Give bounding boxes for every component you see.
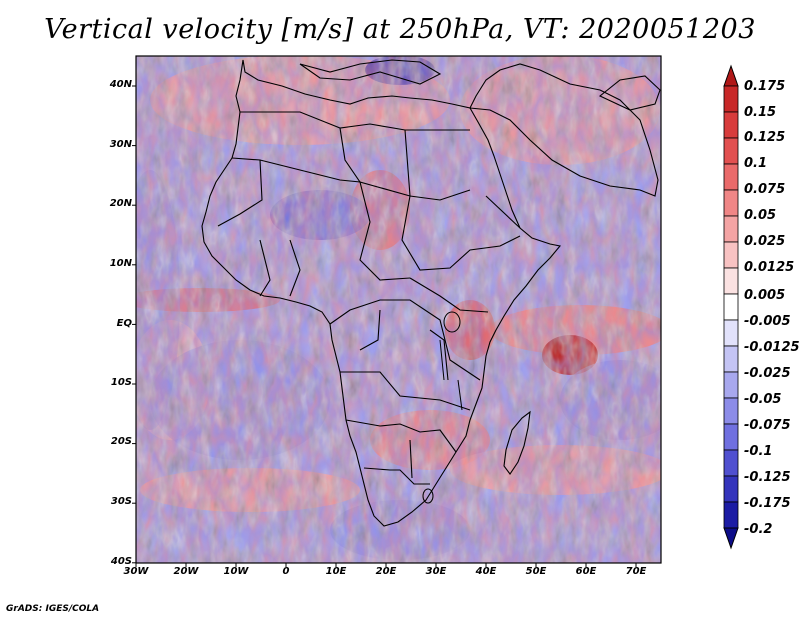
- colorbar-label: 0.1: [744, 156, 768, 171]
- colorbar-swatch: [723, 189, 739, 217]
- lat-label: 10N: [109, 258, 132, 269]
- lon-label: 0: [282, 566, 290, 577]
- colorbar-swatch: [723, 241, 739, 269]
- lon-label: 20W: [173, 566, 199, 577]
- credit-text: GrADS: IGES/COLA: [6, 604, 100, 614]
- colorbar-label: 0.15: [744, 105, 777, 120]
- colorbar-swatch: [723, 215, 739, 243]
- colorbar-label: 0.05: [744, 208, 777, 223]
- colorbar-label: 0.075: [744, 182, 786, 197]
- colorbar-label: 0.025: [744, 234, 786, 249]
- colorbar-label: 0.125: [744, 130, 786, 145]
- colorbar-label: -0.005: [744, 314, 791, 329]
- colorbar: [723, 64, 739, 550]
- lat-label: 20S: [110, 436, 132, 447]
- colorbar-label: 0.005: [744, 288, 786, 303]
- colorbar-swatch: [723, 397, 739, 425]
- great-lakes: [422, 311, 463, 504]
- axis-ticks: [132, 85, 637, 567]
- lon-label: 20E: [375, 566, 397, 577]
- lon-label: 60E: [575, 566, 597, 577]
- lon-label: 50E: [525, 566, 547, 577]
- africa-coastline: [201, 59, 661, 527]
- lat-label: 20N: [109, 198, 132, 209]
- colorbar-bottom-arrow: [723, 527, 739, 550]
- colorbar-swatch: [723, 475, 739, 503]
- lon-label: 10W: [223, 566, 249, 577]
- colorbar-label: -0.0125: [744, 340, 800, 355]
- colorbar-label: -0.05: [744, 392, 782, 407]
- colorbar-swatch: [723, 137, 739, 165]
- colorbar-swatch: [723, 111, 739, 139]
- colorbar-swatch: [723, 267, 739, 295]
- lon-label: 30W: [123, 566, 149, 577]
- lat-label: 10S: [110, 377, 132, 388]
- lon-label: 30E: [425, 566, 447, 577]
- lon-label: 40E: [475, 566, 497, 577]
- colorbar-swatch: [723, 371, 739, 399]
- colorbar-swatch: [723, 345, 739, 373]
- lat-label: EQ: [116, 318, 132, 329]
- colorbar-swatch: [723, 449, 739, 477]
- colorbar-swatch: [723, 85, 739, 113]
- lat-label: 40N: [109, 79, 132, 90]
- velocity-field: [136, 56, 661, 563]
- colorbar-label: -0.025: [744, 366, 791, 381]
- colorbar-label: -0.1: [744, 444, 773, 459]
- colorbar-label: 0.175: [744, 79, 786, 94]
- colorbar-swatch: [723, 163, 739, 191]
- colorbar-swatch: [723, 423, 739, 451]
- map-title: Vertical velocity [m/s] at 250hPa, VT: 2…: [44, 14, 756, 45]
- lat-label: 30N: [109, 139, 132, 150]
- colorbar-label: -0.2: [744, 522, 773, 537]
- lon-label: 10E: [325, 566, 347, 577]
- lon-label: 70E: [625, 566, 647, 577]
- lat-label: 40S: [110, 556, 132, 567]
- colorbar-swatch: [723, 319, 739, 347]
- colorbar-label: -0.075: [744, 418, 791, 433]
- colorbar-label: -0.175: [744, 496, 791, 511]
- colorbar-label: -0.125: [744, 470, 791, 485]
- colorbar-swatch: [723, 293, 739, 321]
- colorbar-top-arrow: [723, 64, 739, 87]
- plot-frame: [135, 55, 662, 564]
- colorbar-label: 0.0125: [744, 260, 795, 275]
- lat-label: 30S: [110, 496, 132, 507]
- colorbar-swatch: [723, 501, 739, 529]
